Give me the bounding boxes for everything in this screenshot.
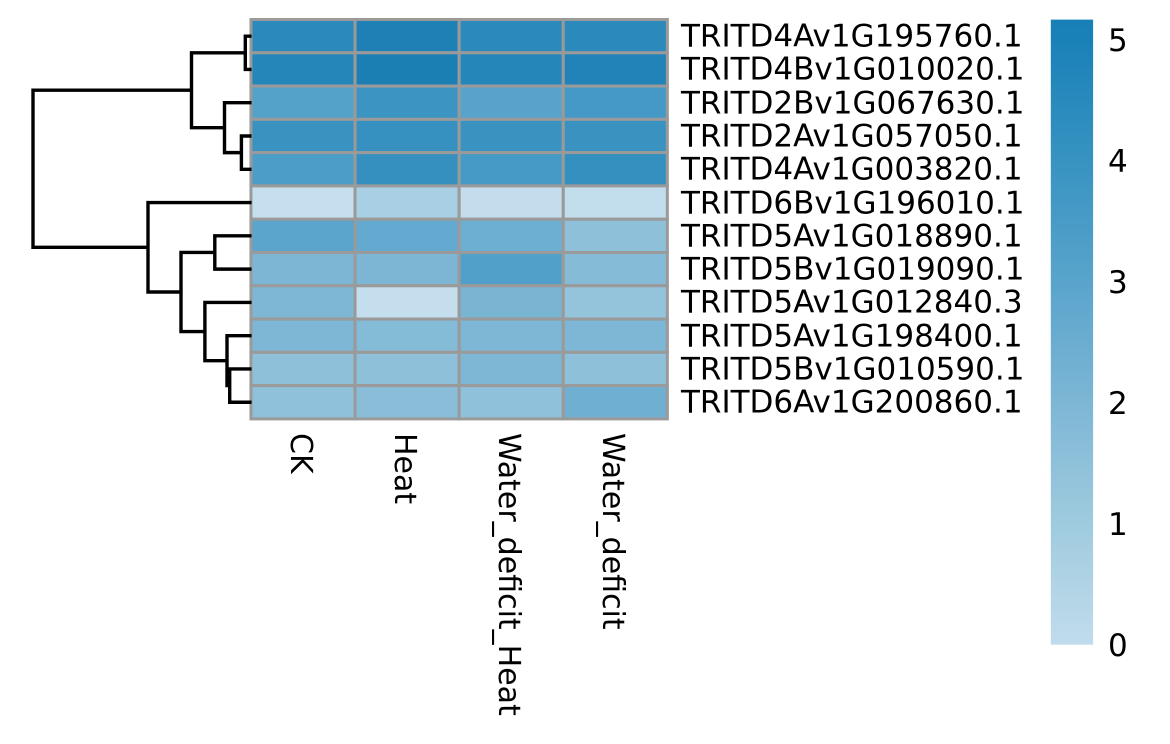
svg-text:CK: CK (283, 433, 318, 475)
svg-text:Water_deficit_Heat: Water_deficit_Heat (491, 433, 526, 716)
svg-text:Water_deficit: Water_deficit (595, 433, 630, 630)
svg-text:Heat: Heat (387, 433, 422, 504)
